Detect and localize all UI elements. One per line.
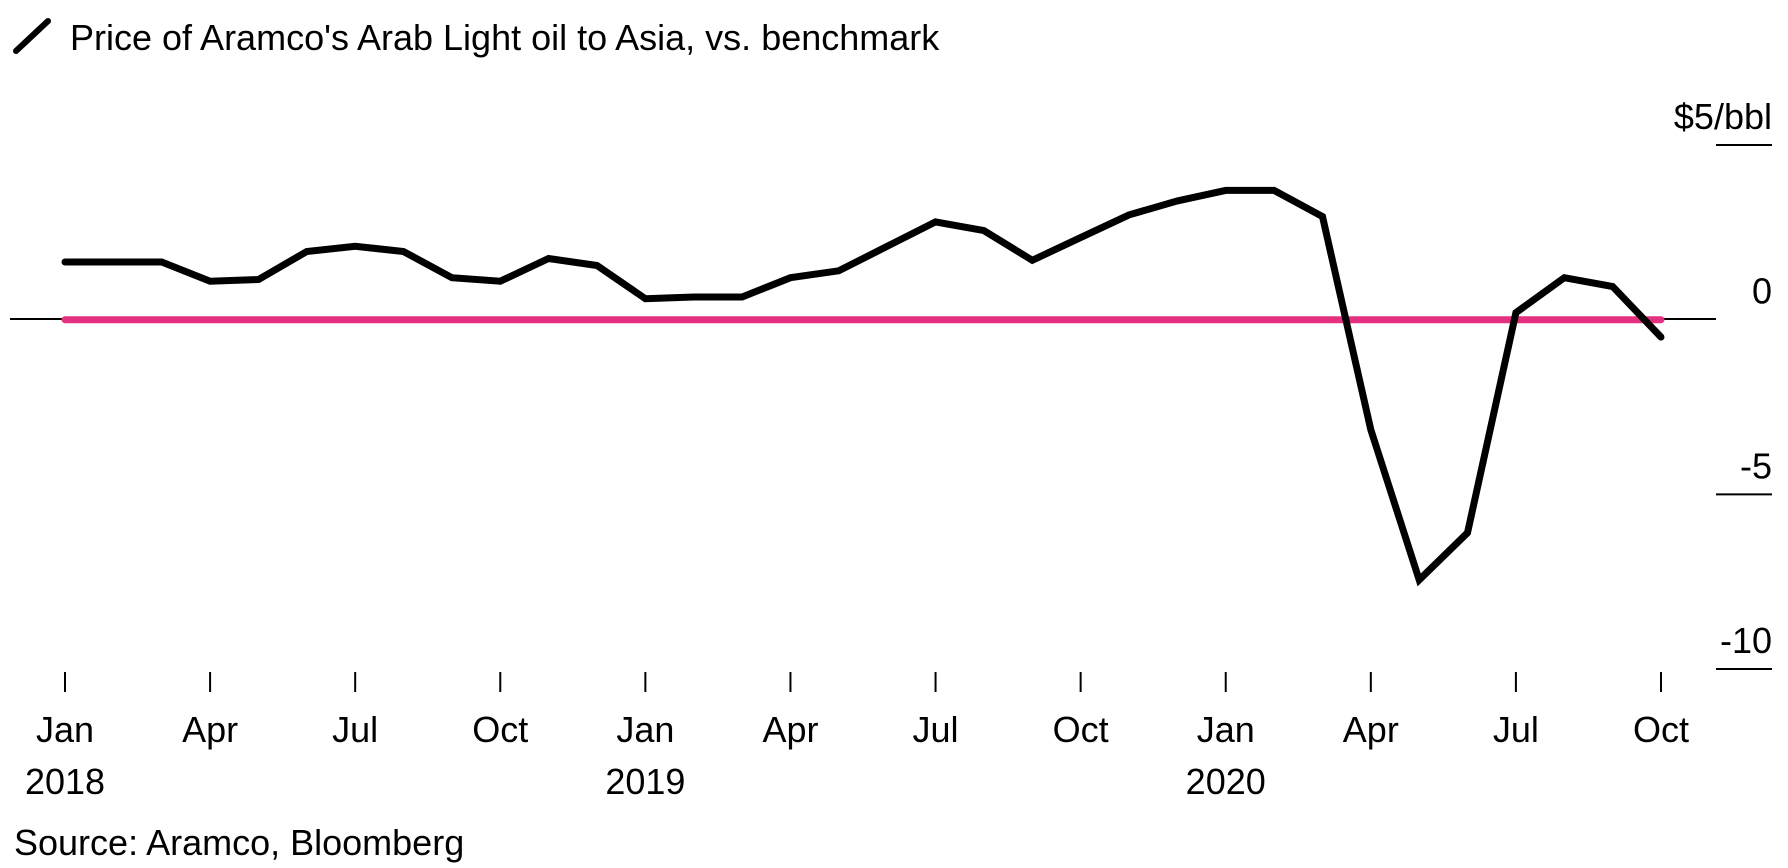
x-tick-label: Jul [1493,709,1539,750]
x-tick-label: Oct [1053,709,1109,750]
y-tick-label: -5 [1740,445,1772,486]
x-year-label: 2018 [25,761,105,802]
y-tick-label: -10 [1720,620,1772,661]
x-axis: Jan 2018 Apr Jul Oct Jan 2019 Apr Jul Oct Jan 2020 A… [25,672,1689,802]
legend-swatch [13,18,51,54]
source-note: Source: Aramco, Bloomberg [14,822,464,863]
y-tick-label: $5/bbl [1674,96,1772,137]
x-tick-label: Apr [1343,709,1399,750]
y-axis: $5/bbl 0 -5 -10 [1674,96,1772,670]
x-tick-label: Oct [472,709,528,750]
x-tick-label: Jan [616,709,674,750]
x-tick-label: Jul [332,709,378,750]
legend: Price of Aramco's Arab Light oil to Asia… [13,17,940,58]
price-line [61,186,1665,587]
y-tick-label: 0 [1752,271,1772,312]
x-tick-label: Jan [1197,709,1255,750]
legend-label: Price of Aramco's Arab Light oil to Asia… [70,17,940,58]
x-tick-label: Oct [1633,709,1689,750]
x-year-label: 2019 [605,761,685,802]
x-tick-label: Jul [913,709,959,750]
x-tick-label: Jan [36,709,94,750]
series-layer [61,186,1665,587]
x-tick-label: Apr [182,709,238,750]
x-tick-label: Apr [762,709,818,750]
x-year-label: 2020 [1186,761,1266,802]
